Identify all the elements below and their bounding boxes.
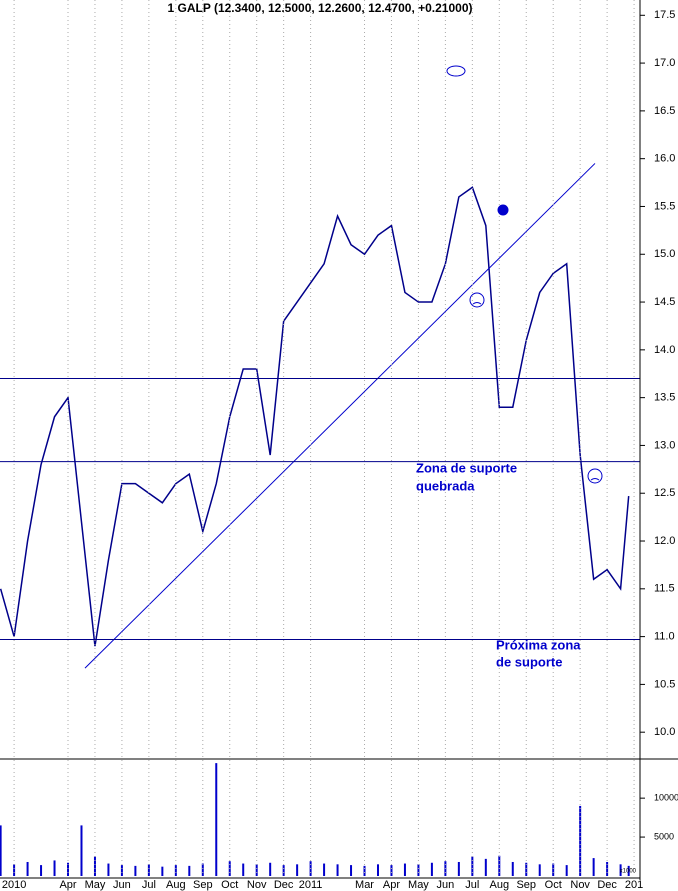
volume-bar: [417, 864, 420, 876]
volume-bar: [174, 865, 177, 876]
y-tick-label: 14.0: [654, 344, 675, 356]
volume-bar: [592, 858, 595, 876]
x-tick-label: Sep: [193, 879, 213, 891]
volume-bar: [525, 862, 528, 876]
volume-bar: [552, 863, 555, 876]
volume-bar: [53, 860, 56, 876]
volume-bar: [269, 862, 272, 876]
volume-unit: x1000: [620, 869, 637, 875]
x-tick-label: Jun: [113, 879, 131, 891]
volume-bar: [565, 865, 568, 876]
y-tick-label: 5000: [654, 831, 674, 841]
volume-bar: [282, 865, 285, 876]
volume-bar: [134, 865, 137, 876]
chart-title: 1 GALP (12.3400, 12.5000, 12.2600, 12.47…: [167, 1, 472, 15]
y-tick-label: 11.5: [654, 583, 675, 595]
y-tick-label: 13.5: [654, 392, 675, 404]
volume-bar: [511, 861, 514, 876]
volume-bar: [336, 864, 339, 876]
annotation: de suporte: [496, 654, 562, 669]
volume-bar: [296, 864, 299, 876]
volume-bar: [188, 865, 191, 876]
y-tick-label: 15.5: [654, 200, 675, 212]
x-tick-label: Oct: [545, 879, 562, 891]
y-tick-label: 10.0: [654, 726, 675, 738]
volume-bar: [619, 864, 622, 876]
volume-bar: [120, 865, 123, 876]
x-tick-label: Aug: [166, 879, 186, 891]
trend-line: [84, 163, 596, 669]
y-tick-label: 17.0: [654, 57, 675, 69]
x-tick-label: Nov: [247, 879, 267, 891]
x-tick-label: Apr: [59, 879, 76, 891]
volume-bar: [147, 864, 150, 876]
y-tick-label: 10.5: [654, 678, 675, 690]
annotation: quebrada: [416, 478, 475, 493]
y-tick-label: 16.5: [654, 105, 675, 117]
volume-bar: [323, 863, 326, 876]
y-tick-label: 11.0: [654, 631, 675, 643]
x-tick-label: Jul: [465, 879, 479, 891]
x-tick-label: Jun: [437, 879, 455, 891]
volume-bar: [471, 856, 474, 876]
x-tick-label: 2011: [299, 879, 323, 891]
volume-bar: [484, 858, 487, 876]
y-tick-label: 17.5: [654, 9, 675, 21]
volume-bar: [93, 856, 96, 876]
volume-bar: [430, 862, 433, 876]
volume-bar: [201, 863, 204, 876]
x-tick-label: May: [85, 879, 106, 891]
volume-bar: [350, 865, 353, 876]
x-tick-label: Sep: [516, 879, 536, 891]
volume-bar: [498, 855, 501, 876]
y-tick-label: 12.0: [654, 535, 675, 547]
price-line: [0, 186, 630, 647]
volume-bar: [376, 864, 379, 876]
volume-bar: [13, 864, 16, 876]
y-tick-label: 15.0: [654, 248, 675, 260]
y-tick-label: 12.5: [654, 487, 675, 499]
x-tick-label: Jul: [142, 879, 156, 891]
volume-bar: [80, 825, 83, 876]
volume-bar: [161, 866, 164, 876]
x-tick-label: Oct: [221, 879, 238, 891]
x-tick-label: 2010: [2, 879, 26, 891]
y-tick-label: 10000: [654, 793, 678, 803]
y-tick-label: 16.0: [654, 153, 675, 165]
volume-bar: [390, 865, 393, 876]
volume-bar: [242, 863, 245, 876]
x-tick-label: Nov: [570, 879, 590, 891]
x-tick-label: Mar: [355, 879, 374, 891]
volume-bar: [403, 863, 406, 876]
volume-bar: [215, 763, 218, 876]
volume-bar: [457, 861, 460, 876]
x-tick-label: Apr: [383, 879, 400, 891]
volume-bar: [538, 864, 541, 876]
volume-bar: [107, 863, 110, 876]
volume-bar: [363, 865, 366, 876]
volume-bar: [627, 865, 630, 876]
x-tick-label: Dec: [274, 879, 294, 891]
volume-bar: [26, 861, 29, 876]
volume-bar: [0, 825, 2, 876]
volume-bar: [67, 862, 70, 876]
x-tick-label: May: [408, 879, 429, 891]
x-tick-label: Dec: [597, 879, 617, 891]
x-tick-label: Aug: [490, 879, 510, 891]
y-tick-label: 13.0: [654, 439, 675, 451]
annotation: Próxima zona: [496, 637, 581, 652]
volume-bar: [255, 864, 258, 876]
x-tick-label: 201: [625, 879, 643, 891]
annotation: Zona de suporte: [416, 460, 517, 475]
y-tick-label: 14.5: [654, 296, 675, 308]
volume-bar: [40, 865, 43, 876]
icons: [446, 65, 603, 484]
